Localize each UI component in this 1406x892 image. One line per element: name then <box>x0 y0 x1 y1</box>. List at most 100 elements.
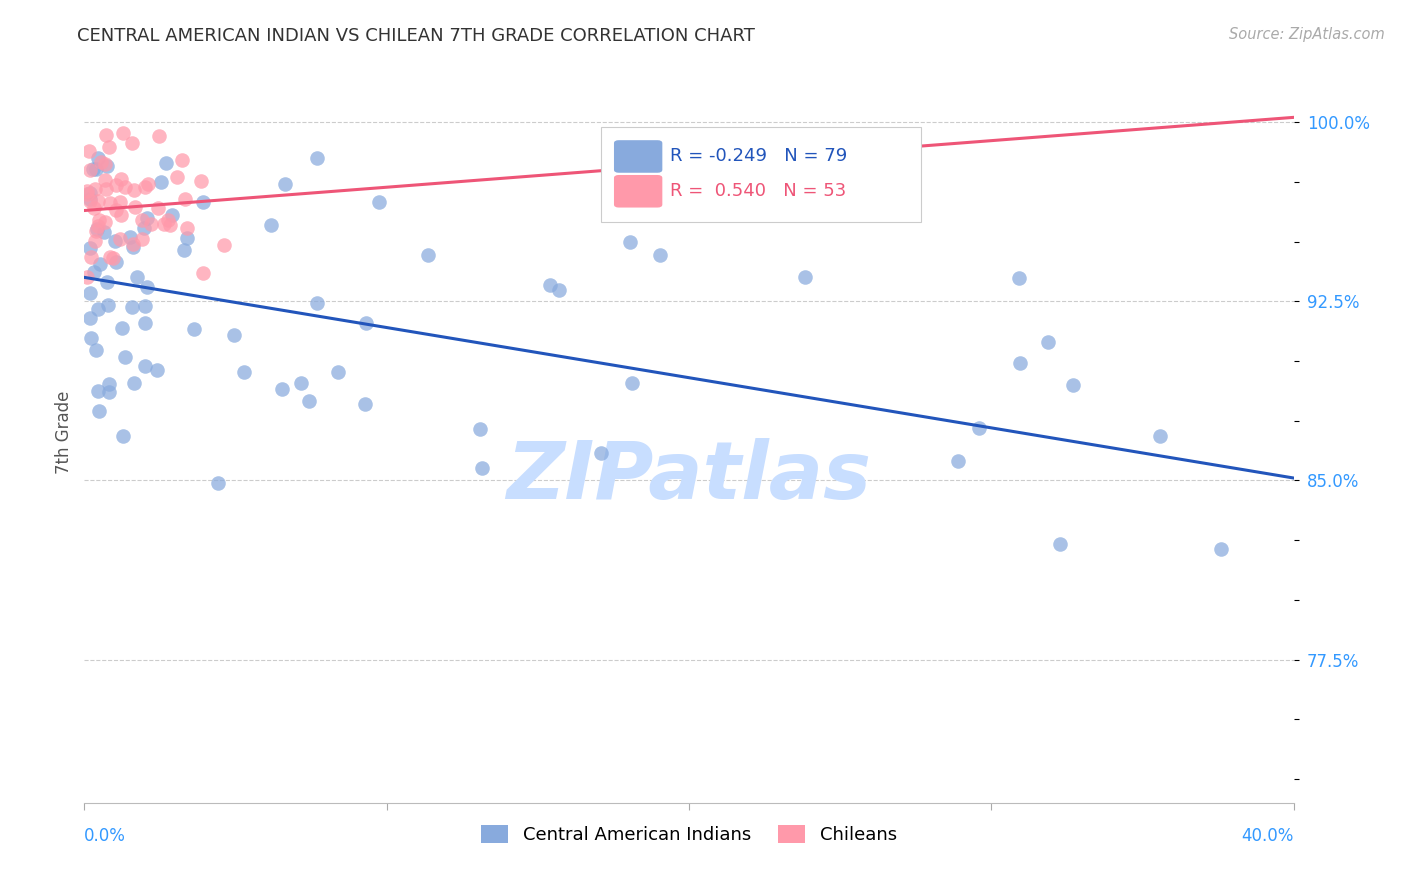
Point <box>156 213 179 227</box>
Point <box>150 175 173 189</box>
Point <box>1062 378 1084 392</box>
Point <box>83 265 105 279</box>
Point <box>273 178 295 192</box>
Point <box>307 295 329 310</box>
Point <box>148 128 170 143</box>
Point <box>297 394 319 409</box>
Point <box>76 184 98 198</box>
Point <box>1209 541 1232 556</box>
Point <box>260 218 283 232</box>
Point <box>416 248 439 262</box>
Point <box>136 177 159 191</box>
FancyBboxPatch shape <box>614 140 662 173</box>
Point <box>354 397 377 411</box>
Text: 0.0%: 0.0% <box>84 827 127 845</box>
Point <box>125 269 148 284</box>
Point <box>354 316 377 330</box>
Legend: Central American Indians, Chileans: Central American Indians, Chileans <box>474 818 904 852</box>
Point <box>86 222 108 236</box>
Point <box>84 223 107 237</box>
Point <box>134 299 156 313</box>
Point <box>87 212 110 227</box>
Point <box>97 298 120 312</box>
Point <box>86 301 108 316</box>
Point <box>96 181 118 195</box>
Point <box>122 376 145 390</box>
Point <box>118 230 141 244</box>
Point <box>110 171 132 186</box>
Point <box>173 244 195 258</box>
Point <box>98 250 121 264</box>
Point <box>110 195 132 210</box>
Text: R = -0.249   N = 79: R = -0.249 N = 79 <box>669 147 846 165</box>
Point <box>83 182 105 196</box>
Point <box>145 362 167 376</box>
Point <box>121 136 143 150</box>
Point <box>160 208 183 222</box>
Point <box>1049 536 1071 550</box>
Point <box>97 140 120 154</box>
Point <box>134 180 156 194</box>
Point <box>183 322 205 336</box>
Point <box>94 215 117 229</box>
Point <box>212 238 235 252</box>
Point <box>271 382 294 396</box>
Point <box>121 300 143 314</box>
Point <box>89 257 111 271</box>
Point <box>132 221 155 235</box>
Point <box>328 365 350 379</box>
Point <box>124 183 146 197</box>
Point <box>98 384 121 399</box>
Point <box>131 213 153 227</box>
Point <box>89 403 111 417</box>
Point <box>153 217 176 231</box>
Point <box>131 232 153 246</box>
Point <box>79 186 101 200</box>
FancyBboxPatch shape <box>614 175 662 208</box>
Point <box>87 219 110 233</box>
Point <box>124 200 146 214</box>
Point <box>82 162 104 177</box>
Point <box>1008 270 1031 285</box>
Point <box>135 280 157 294</box>
Point <box>173 192 195 206</box>
Point <box>98 195 121 210</box>
Point <box>79 192 101 206</box>
Point <box>110 208 132 222</box>
Point <box>155 156 177 170</box>
Point <box>76 270 98 285</box>
Point <box>111 428 134 442</box>
Point <box>305 151 328 165</box>
Point <box>190 174 212 188</box>
Point <box>103 251 125 265</box>
Point <box>94 173 117 187</box>
Point <box>110 232 132 246</box>
Point <box>620 376 643 391</box>
Point <box>136 211 159 225</box>
Point <box>76 187 98 202</box>
Point <box>967 420 990 434</box>
Point <box>176 231 198 245</box>
Point <box>84 343 107 357</box>
FancyBboxPatch shape <box>600 127 921 221</box>
Point <box>104 202 127 217</box>
Point <box>589 446 612 460</box>
Point <box>79 194 101 209</box>
Point <box>948 453 970 467</box>
Point <box>79 285 101 300</box>
Point <box>79 162 101 177</box>
Point <box>468 421 491 435</box>
Point <box>224 327 246 342</box>
Point <box>105 178 128 193</box>
Point <box>233 365 256 379</box>
Point <box>134 359 156 373</box>
Point <box>148 201 170 215</box>
Point <box>193 266 215 280</box>
Point <box>1149 429 1171 443</box>
Point <box>104 255 127 269</box>
Point <box>90 155 112 169</box>
Point <box>94 157 117 171</box>
Text: CENTRAL AMERICAN INDIAN VS CHILEAN 7TH GRADE CORRELATION CHART: CENTRAL AMERICAN INDIAN VS CHILEAN 7TH G… <box>77 27 755 45</box>
Point <box>87 194 110 208</box>
Point <box>79 310 101 325</box>
